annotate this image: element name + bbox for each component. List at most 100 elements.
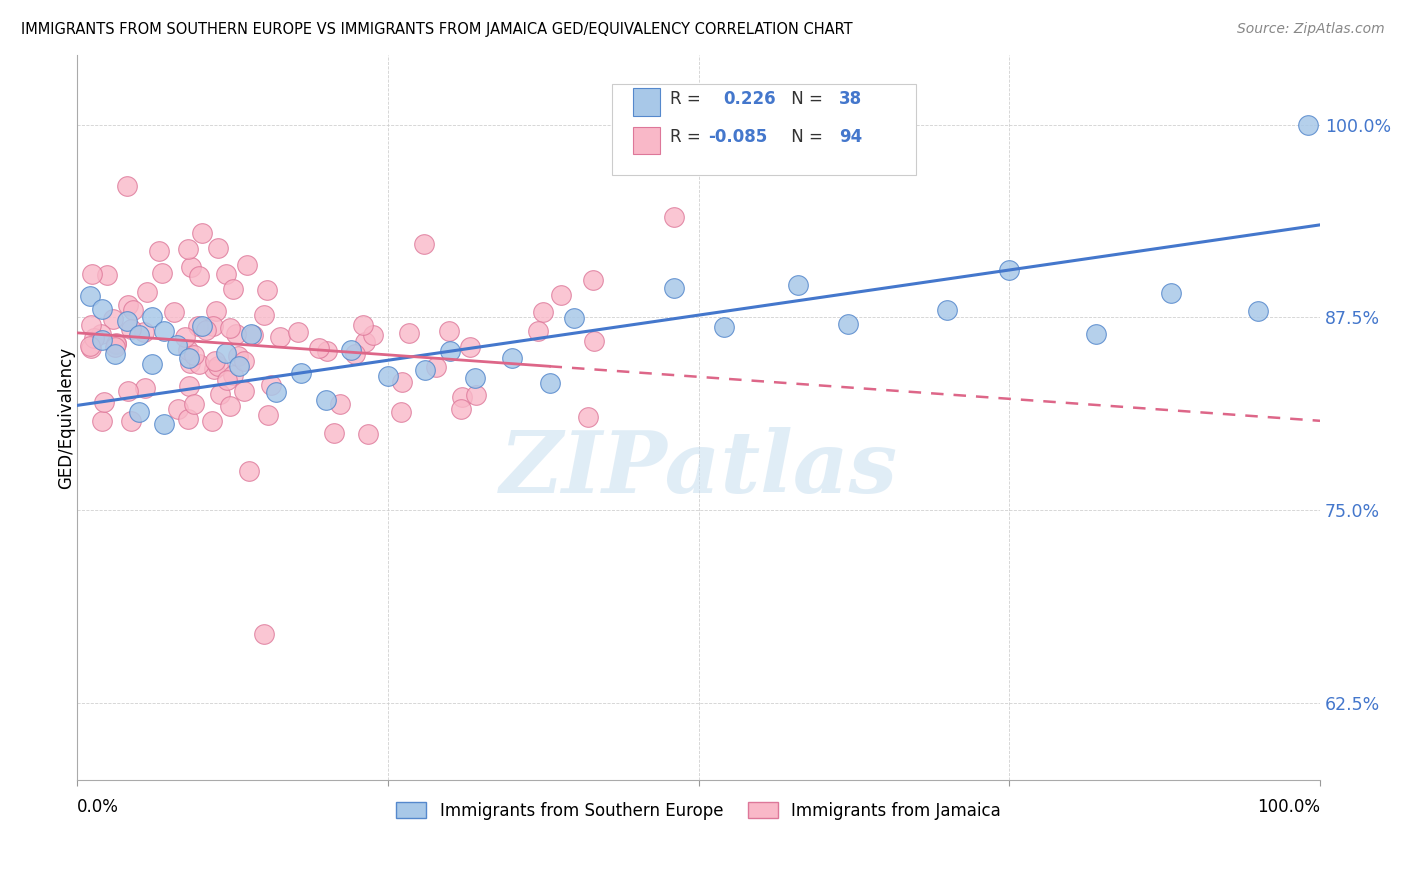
FancyBboxPatch shape — [612, 84, 917, 175]
Point — [527, 325, 550, 339]
Text: -0.085: -0.085 — [709, 128, 768, 146]
Point — [998, 263, 1021, 277]
Point — [315, 393, 337, 408]
Point — [204, 353, 226, 368]
Point — [117, 298, 139, 312]
Point — [122, 302, 145, 317]
Point — [232, 354, 254, 368]
Point — [391, 375, 413, 389]
Point — [287, 325, 309, 339]
Point — [290, 366, 312, 380]
Text: 0.0%: 0.0% — [77, 798, 120, 816]
Point — [253, 626, 276, 640]
Point — [269, 330, 291, 344]
Point — [354, 335, 377, 350]
Point — [91, 414, 114, 428]
Point — [101, 312, 124, 326]
Text: N =: N = — [786, 128, 828, 146]
Point — [201, 319, 224, 334]
Point — [357, 426, 380, 441]
Point — [576, 410, 599, 425]
Point — [238, 463, 260, 477]
Point — [186, 318, 208, 333]
Point — [96, 268, 118, 283]
Point — [228, 359, 250, 374]
Bar — [633, 88, 661, 116]
Point — [190, 318, 212, 333]
Point — [163, 305, 186, 319]
Text: 94: 94 — [839, 128, 862, 146]
Text: Source: ZipAtlas.com: Source: ZipAtlas.com — [1237, 22, 1385, 37]
Point — [662, 281, 685, 295]
Point — [180, 260, 202, 274]
Point — [1085, 327, 1108, 342]
Point — [1296, 118, 1319, 132]
Point — [202, 361, 225, 376]
Point — [1247, 304, 1270, 318]
Point — [104, 340, 127, 354]
Point — [837, 318, 859, 332]
Point — [176, 242, 198, 256]
Point — [190, 226, 212, 240]
Point — [79, 339, 101, 353]
Point — [83, 331, 105, 345]
Text: ZIPatlas: ZIPatlas — [499, 426, 897, 510]
Point — [264, 384, 287, 399]
Point — [564, 310, 586, 325]
Point — [177, 412, 200, 426]
Point — [215, 373, 238, 387]
Point — [236, 258, 259, 272]
Point — [183, 348, 205, 362]
Point — [128, 327, 150, 342]
Point — [153, 417, 176, 431]
Point — [260, 377, 283, 392]
Point — [460, 341, 482, 355]
Point — [339, 343, 361, 358]
Point — [377, 368, 399, 383]
Point — [120, 413, 142, 427]
Point — [141, 357, 163, 371]
Point — [166, 337, 188, 351]
Point — [104, 337, 127, 351]
Point — [582, 334, 605, 349]
Text: R =: R = — [671, 90, 706, 108]
Bar — [633, 127, 661, 154]
Point — [256, 283, 278, 297]
Text: N =: N = — [786, 90, 828, 108]
Point — [80, 341, 103, 355]
Point — [222, 282, 245, 296]
Point — [232, 384, 254, 398]
Point — [120, 322, 142, 336]
Point — [209, 386, 232, 401]
Point — [361, 327, 384, 342]
Point — [538, 376, 561, 390]
Point — [550, 288, 572, 302]
Point — [177, 379, 200, 393]
Point — [531, 305, 554, 319]
Point — [225, 326, 247, 341]
Point — [713, 320, 735, 334]
Y-axis label: GED/Equivalency: GED/Equivalency — [58, 347, 75, 489]
Point — [115, 314, 138, 328]
Point — [242, 327, 264, 342]
Point — [174, 329, 197, 343]
Point — [437, 324, 460, 338]
Text: 38: 38 — [839, 90, 862, 108]
Point — [322, 425, 344, 440]
Point — [389, 405, 412, 419]
Point — [450, 390, 472, 404]
Legend: Immigrants from Southern Europe, Immigrants from Jamaica: Immigrants from Southern Europe, Immigra… — [389, 795, 1008, 826]
Point — [79, 288, 101, 302]
Point — [253, 308, 276, 322]
Point — [91, 333, 114, 347]
Point — [207, 241, 229, 255]
Point — [179, 351, 201, 366]
Point — [218, 321, 240, 335]
Point — [329, 397, 352, 411]
Point — [153, 324, 176, 338]
Point — [308, 341, 330, 355]
Text: R =: R = — [671, 128, 706, 146]
Point — [316, 343, 339, 358]
Point — [207, 359, 229, 373]
Text: IMMIGRANTS FROM SOUTHERN EUROPE VS IMMIGRANTS FROM JAMAICA GED/EQUIVALENCY CORRE: IMMIGRANTS FROM SOUTHERN EUROPE VS IMMIG… — [21, 22, 852, 37]
